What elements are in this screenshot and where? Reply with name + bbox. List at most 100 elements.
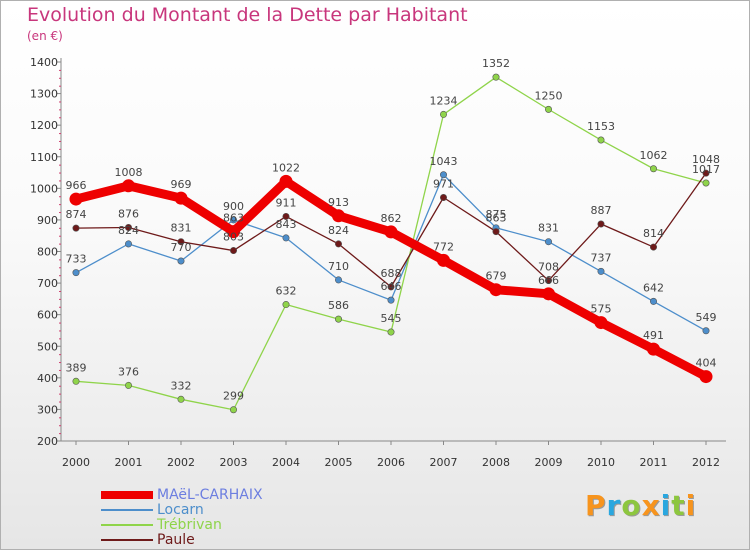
y-minor-tick [59, 235, 61, 237]
data-point [69, 192, 83, 206]
data-point [332, 209, 345, 223]
data-label: 646 [381, 280, 402, 293]
data-point [702, 169, 710, 177]
y-tick-label: 300 [37, 403, 58, 416]
y-minor-tick [59, 204, 61, 206]
logo-letter: i [660, 489, 672, 522]
y-tick-label: 1200 [30, 119, 58, 132]
data-point [649, 297, 657, 305]
data-label: 876 [118, 207, 139, 220]
data-label: 971 [433, 177, 454, 190]
data-label: 824 [328, 224, 349, 237]
x-tick-label: 2012 [692, 456, 720, 469]
data-point [544, 277, 552, 285]
data-point [597, 136, 605, 144]
data-label: 831 [538, 222, 559, 235]
y-tick-label: 600 [37, 309, 58, 322]
proxiti-logo: Proxiti [585, 489, 696, 522]
data-point [72, 377, 80, 385]
data-point [492, 73, 500, 81]
data-label: 710 [328, 260, 349, 273]
data-label: 887 [591, 204, 612, 217]
data-label: 863 [223, 212, 244, 225]
x-tick-label: 2003 [220, 456, 248, 469]
data-point [177, 238, 185, 246]
data-label: 679 [486, 270, 507, 283]
logo-letter: P [585, 489, 607, 522]
logo-letter: x [641, 489, 661, 522]
data-point [489, 283, 503, 297]
legend-item: Paule [101, 531, 263, 548]
data-label: 666 [538, 274, 559, 287]
y-minor-tick [59, 417, 61, 419]
data-label: 575 [591, 303, 612, 316]
data-point [702, 327, 710, 335]
data-point [439, 171, 447, 179]
data-point [387, 283, 395, 291]
data-label: 404 [696, 357, 717, 370]
legend-swatch [101, 508, 153, 511]
y-minor-tick [59, 196, 61, 198]
x-tick-label: 2004 [272, 456, 300, 469]
y-minor-tick [59, 362, 61, 364]
data-label: 814 [643, 227, 664, 240]
data-label: 875 [486, 208, 507, 221]
y-minor-tick [59, 212, 61, 214]
data-point [597, 267, 605, 275]
data-point [122, 179, 135, 193]
y-tick-label: 500 [37, 340, 58, 353]
y-minor-tick [59, 330, 61, 332]
y-minor-tick [59, 393, 61, 395]
data-point [649, 243, 657, 251]
data-point [544, 238, 552, 246]
data-point [384, 225, 398, 239]
y-minor-tick [59, 259, 61, 261]
data-label: 642 [643, 281, 664, 294]
data-point [282, 212, 290, 220]
data-label: 874 [66, 208, 87, 221]
y-minor-tick [59, 85, 61, 87]
data-label: 770 [171, 241, 192, 254]
data-point [702, 179, 710, 187]
data-label: 708 [538, 261, 559, 274]
data-label: 831 [171, 222, 192, 235]
y-tick-label: 700 [37, 277, 58, 290]
legend-item: MAëL-CARHAIX [101, 486, 263, 503]
data-point [334, 315, 342, 323]
y-minor-tick [59, 425, 61, 427]
legend-item: Locarn [101, 502, 263, 518]
logo-letter: i [685, 489, 697, 522]
data-point [544, 105, 552, 113]
data-point [542, 287, 555, 301]
y-minor-tick [59, 227, 61, 229]
x-tick-label: 2001 [115, 456, 143, 469]
y-minor-tick [59, 133, 61, 135]
y-tick-label: 1000 [30, 182, 58, 195]
data-label: 1022 [272, 161, 300, 174]
x-tick-label: 2000 [62, 456, 90, 469]
y-minor-tick [59, 109, 61, 111]
data-point [282, 301, 290, 309]
data-label: 491 [643, 329, 664, 342]
data-point [230, 406, 238, 414]
y-minor-tick [59, 354, 61, 356]
legend-label: Paule [157, 531, 195, 548]
data-point [439, 110, 447, 118]
chart-title: Evolution du Montant de la Dette par Hab… [27, 4, 468, 26]
data-label: 1234 [430, 94, 458, 107]
data-point [230, 247, 238, 255]
data-label: 376 [118, 365, 139, 378]
y-minor-tick [59, 322, 61, 324]
data-label: 545 [381, 312, 402, 325]
legend-label: MAëL-CARHAIX [157, 486, 263, 503]
data-label: 824 [118, 224, 139, 237]
legend-swatch [101, 523, 153, 526]
logo-letter: r [606, 489, 622, 522]
y-minor-tick [59, 164, 61, 166]
y-minor-tick [59, 275, 61, 277]
data-point [594, 316, 608, 330]
y-tick-label: 1300 [30, 88, 58, 101]
data-label: 1062 [640, 149, 668, 162]
legend-label: Trébrivan [157, 516, 222, 533]
